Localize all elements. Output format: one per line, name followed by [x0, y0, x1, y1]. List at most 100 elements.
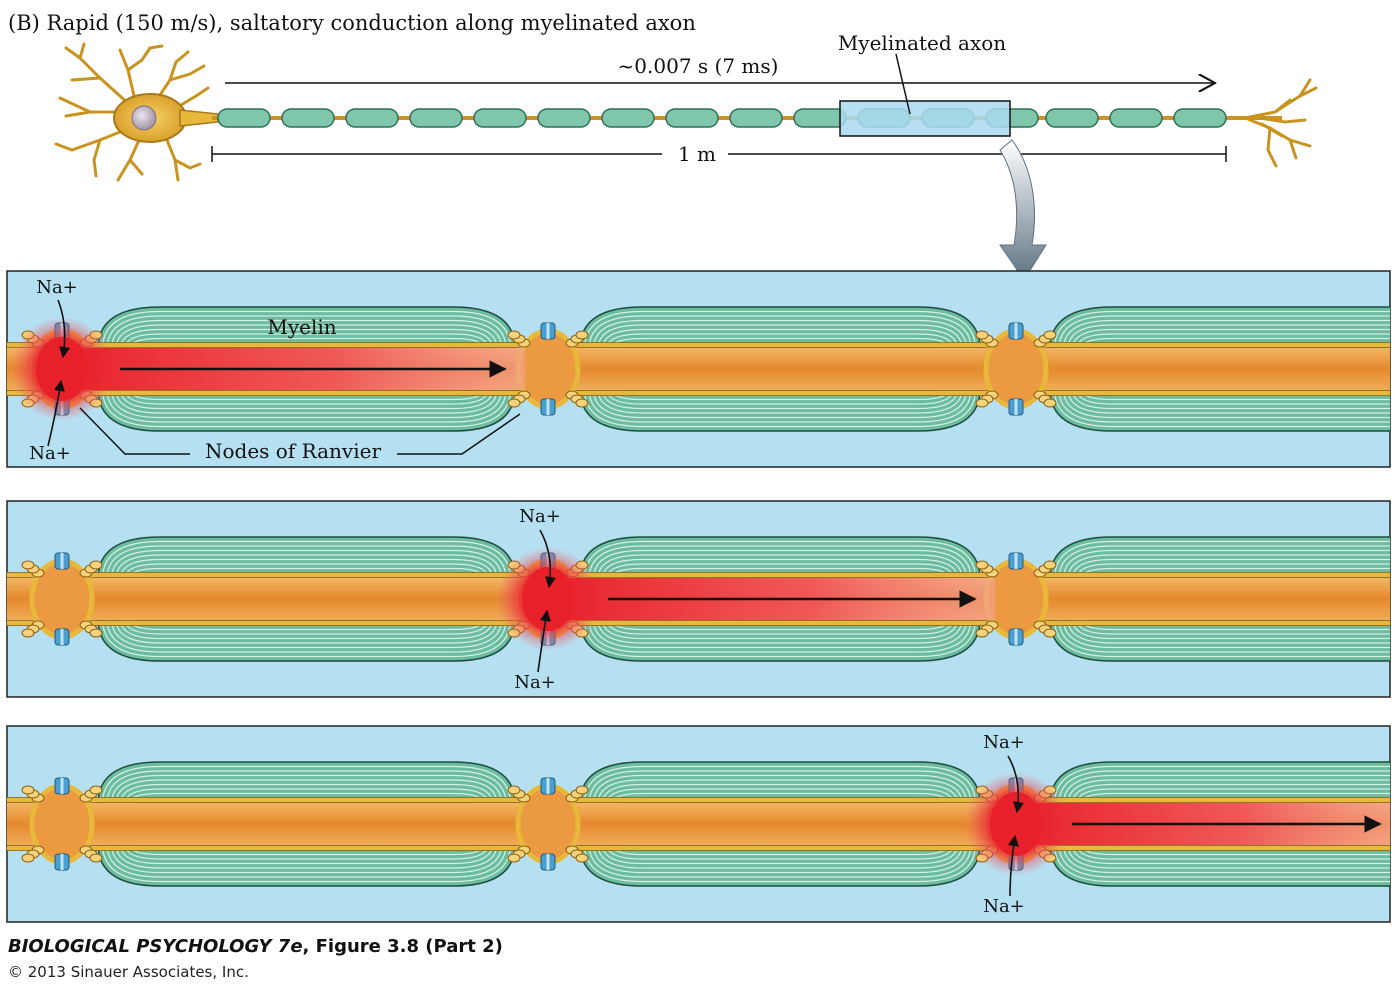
myelin-wrap-line	[160, 765, 512, 805]
myelin-segment	[665, 108, 719, 128]
myelin-wrap-line	[583, 310, 643, 350]
myelin-wrap-line	[160, 770, 507, 805]
axon-hillock	[179, 109, 219, 127]
node-of-ranvier	[975, 322, 1057, 416]
panel-contents	[7, 529, 1390, 673]
node-of-ranvier	[507, 322, 589, 416]
myelin-wrap-line	[583, 843, 643, 883]
myelin-wrap-line	[642, 388, 977, 428]
myelin-wrap-line	[160, 388, 512, 428]
paranodal-loop	[21, 853, 35, 863]
panel-contents	[7, 299, 1390, 447]
paranodal-loop	[507, 853, 521, 863]
node-of-ranvier	[21, 777, 103, 871]
sodium-influx-arrow-bottom	[537, 609, 551, 673]
paranodal-loop	[507, 398, 521, 408]
myelin-wrap-line	[642, 618, 972, 653]
figure-caption: BIOLOGICAL PSYCHOLOGY 7e, Figure 3.8 (Pa…	[8, 936, 503, 957]
myelin-segment	[1109, 108, 1163, 128]
paranodal-loop	[21, 785, 35, 795]
paranodal-loop	[507, 785, 521, 795]
panel2-na-bottom-label: Na+	[514, 672, 556, 693]
figure-label: , Figure 3.8 (Part 2)	[302, 936, 503, 957]
myelin-segment	[217, 108, 271, 128]
myelin-segment	[601, 108, 655, 128]
myelin-wrap-line	[642, 310, 977, 350]
myelin-segment	[537, 108, 591, 128]
node-of-ranvier	[975, 552, 1057, 646]
active-node	[522, 567, 574, 631]
myelin-wrap-line	[1053, 618, 1113, 658]
myelin-segment	[1173, 108, 1227, 128]
myelin-wrap-line	[642, 388, 972, 423]
panel-2	[6, 500, 1391, 698]
paranodal-loop	[1043, 398, 1057, 408]
myelin-segment	[793, 108, 847, 128]
myelin-wrap-line	[583, 765, 643, 805]
paranodal-loop	[575, 330, 589, 340]
myelin-segment	[473, 108, 527, 128]
myelin-label: Myelin	[267, 315, 336, 339]
sodium-influx-arrow-top	[1007, 755, 1025, 814]
myelin-segment	[345, 108, 399, 128]
myelin-wrap-line	[160, 843, 507, 878]
paranodal-loop	[21, 628, 35, 638]
paranodal-loop	[975, 628, 989, 638]
paranodal-loop	[575, 785, 589, 795]
neuron-nucleus	[131, 105, 157, 131]
myelin-segment	[409, 108, 463, 128]
active-node	[990, 792, 1042, 856]
distance-label: 1 m	[678, 142, 716, 166]
myelin-wrap-line	[642, 770, 972, 805]
myelin-wrap-line	[583, 388, 643, 428]
panel1-na-top-label: Na+	[36, 277, 78, 298]
figure-title: (B) Rapid (150 m/s), saltatory conductio…	[8, 11, 696, 35]
paranodal-loop	[89, 560, 103, 570]
paranodal-loop	[507, 330, 521, 340]
myelin-segment	[729, 108, 783, 128]
zoom-arrow	[999, 139, 1047, 281]
node-of-ranvier	[21, 552, 103, 646]
sodium-influx-arrow-bottom	[1007, 834, 1019, 897]
panel-3	[6, 725, 1391, 923]
myelinated-axon-highlight-box	[839, 100, 1011, 137]
panel2-na-top-label: Na+	[519, 506, 561, 527]
node-of-ranvier	[507, 777, 589, 871]
paranodal-loop	[975, 398, 989, 408]
paranodal-loop	[975, 560, 989, 570]
myelin-wrap-line	[101, 618, 161, 658]
myelin-wrap-line	[160, 310, 512, 350]
myelin-segment	[1045, 108, 1099, 128]
paranodal-loop	[1043, 560, 1057, 570]
sodium-influx-arrow-bottom	[47, 379, 65, 447]
paranodal-loop	[89, 785, 103, 795]
paranodal-loop	[89, 853, 103, 863]
nodes-of-ranvier-label: Nodes of Ranvier	[205, 439, 381, 463]
panel3-na-top-label: Na+	[983, 732, 1025, 753]
panel3-na-bottom-label: Na+	[983, 896, 1025, 917]
myelin-wrap-line	[101, 843, 161, 883]
paranodal-loop	[975, 330, 989, 340]
nodes-leader-left	[79, 407, 190, 455]
myelin-wrap-line	[1053, 388, 1113, 428]
myelin-wrap-line	[642, 545, 972, 580]
paranodal-loop	[575, 853, 589, 863]
nodes-leader-right	[397, 413, 521, 455]
book-title: BIOLOGICAL PSYCHOLOGY 7e	[8, 936, 303, 957]
myelin-wrap-line	[642, 540, 977, 580]
paranodal-loop	[21, 560, 35, 570]
myelin-wrap-line	[101, 540, 161, 580]
myelin-wrap-line	[101, 765, 161, 805]
myelin-wrap-line	[642, 618, 977, 658]
myelin-wrap-line	[642, 843, 972, 878]
callout-leader-line	[895, 53, 911, 115]
panel-contents	[7, 755, 1390, 897]
paranodal-loop	[575, 398, 589, 408]
paranodal-loop	[89, 628, 103, 638]
myelin-segment	[281, 108, 335, 128]
time-label: ~0.007 s (7 ms)	[618, 54, 779, 78]
copyright: © 2013 Sinauer Associates, Inc.	[8, 963, 249, 981]
callout-label: Myelinated axon	[838, 31, 1006, 55]
myelin-wrap-line	[160, 315, 507, 350]
